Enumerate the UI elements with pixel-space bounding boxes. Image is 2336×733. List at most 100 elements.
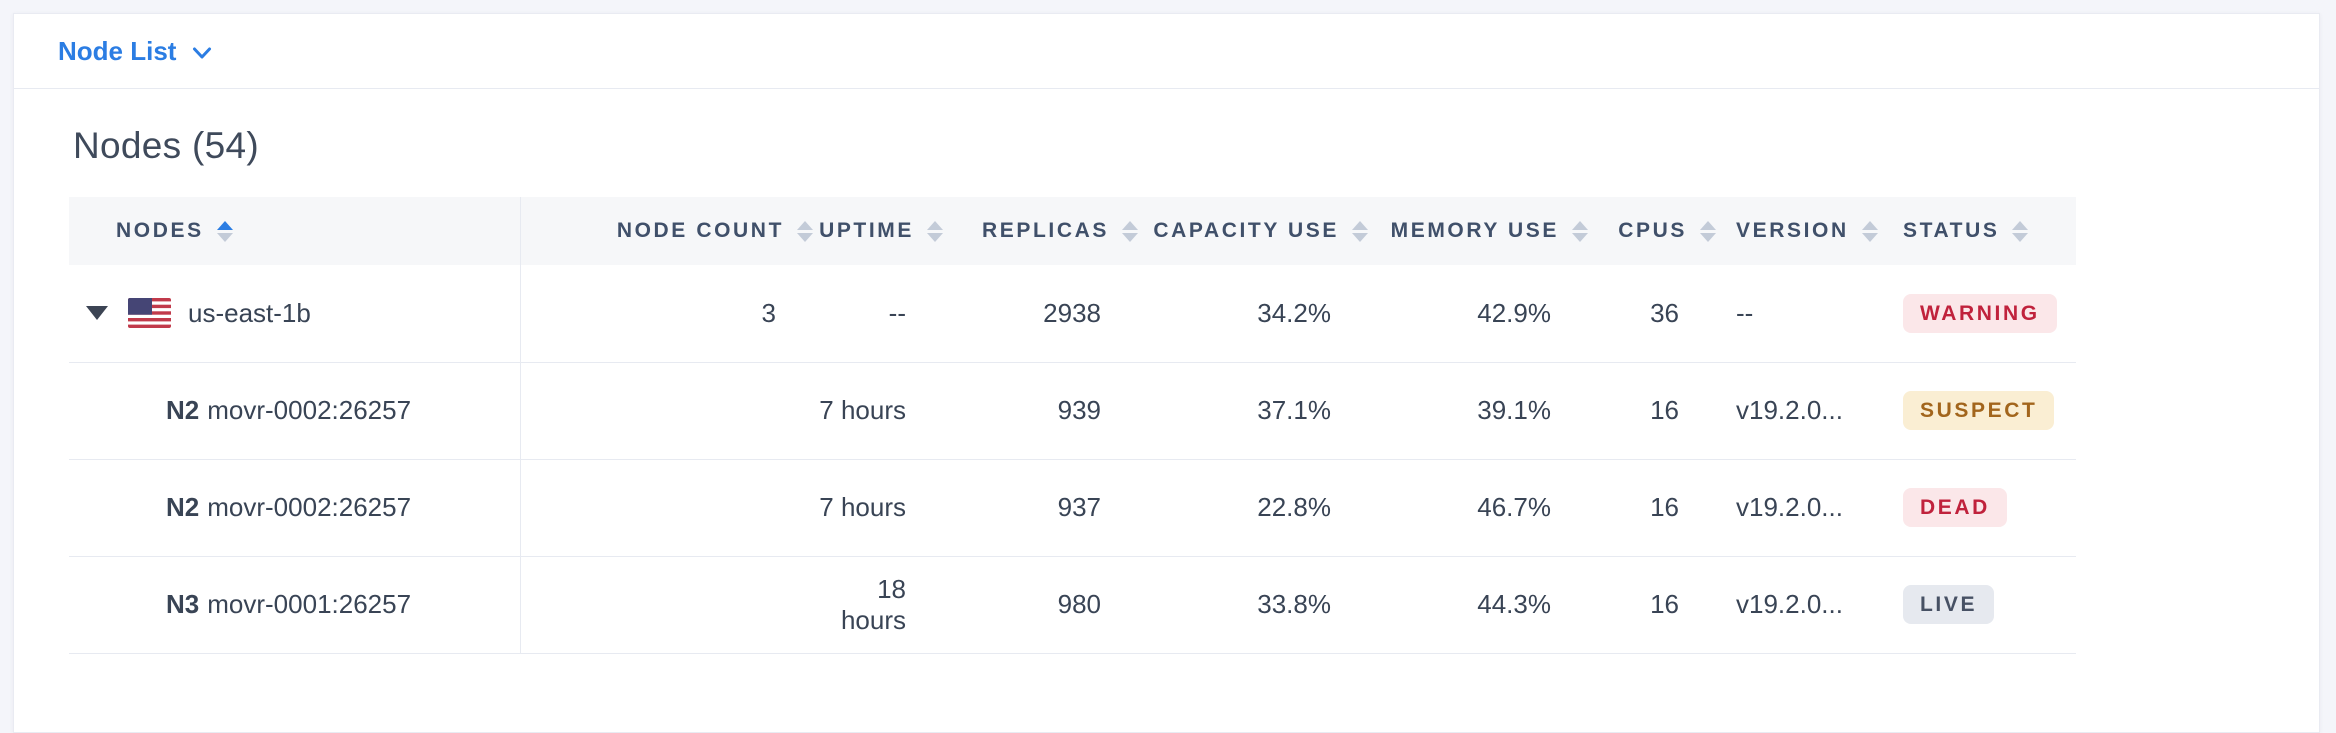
column-header-status[interactable]: STATUS xyxy=(1884,197,2076,265)
uptime-value: 7 hours xyxy=(814,459,944,557)
uptime-value: -- xyxy=(814,265,944,363)
version-value: v19.2.0... xyxy=(1717,459,1884,557)
node-id: N2 xyxy=(166,395,200,425)
node-address[interactable]: movr-0001:26257 xyxy=(207,589,412,619)
column-header-inner-nodes: NODES xyxy=(69,219,520,243)
capacity-use-value: 37.1% xyxy=(1139,362,1369,460)
uptime-value: 18 hours xyxy=(814,556,944,654)
column-header-uptime[interactable]: UPTIME xyxy=(814,197,944,265)
sort-arrows-icon xyxy=(1571,220,1589,242)
cpus-value: 16 xyxy=(1589,556,1717,654)
chevron-down-icon xyxy=(192,46,212,60)
memory-use-value: 42.9% xyxy=(1369,265,1589,363)
cpus-value: 16 xyxy=(1589,459,1717,557)
us-flag-icon xyxy=(128,298,171,329)
column-label-uptime: UPTIME xyxy=(819,219,914,242)
column-header-inner-capacity: CAPACITY USE xyxy=(1139,219,1369,243)
uptime-value: 7 hours xyxy=(814,362,944,460)
node-row[interactable]: N3 movr-0001:26257 18 hours 980 33.8% 44.3% 16… xyxy=(69,556,2076,654)
page-title: Nodes (54) xyxy=(73,125,260,166)
nodes-cell-content: N2 movr-0002:26257 xyxy=(69,395,520,426)
node-list-dropdown[interactable]: Node List xyxy=(58,36,212,67)
column-header-memory[interactable]: MEMORY USE xyxy=(1369,197,1589,265)
node-count-value xyxy=(520,362,814,460)
memory-use-value: 39.1% xyxy=(1369,362,1589,460)
column-header-inner-status: STATUS xyxy=(1884,219,2076,243)
column-header-node_count[interactable]: NODE COUNT xyxy=(520,197,814,265)
nodes-cell: N3 movr-0001:26257 xyxy=(69,556,521,654)
column-header-inner-replicas: REPLICAS xyxy=(944,219,1139,243)
capacity-use-value: 34.2% xyxy=(1139,265,1369,363)
cpus-value: 16 xyxy=(1589,362,1717,460)
column-label-replicas: REPLICAS xyxy=(982,219,1109,242)
node-count-value xyxy=(520,459,814,557)
node-address[interactable]: movr-0002:26257 xyxy=(207,395,412,425)
status-cell: SUSPECT xyxy=(1884,362,2076,460)
nodes-table: NODES NODE COUNT UPTIME REPLICAS CAPACITY US… xyxy=(69,197,2076,654)
column-label-memory: MEMORY USE xyxy=(1390,219,1559,242)
column-header-replicas[interactable]: REPLICAS xyxy=(944,197,1139,265)
sort-arrows-icon xyxy=(1699,220,1717,242)
column-header-inner-version: VERSION xyxy=(1717,219,1884,243)
nodes-cell-content: N3 movr-0001:26257 xyxy=(69,589,520,620)
nodes-cell: N2 movr-0002:26257 xyxy=(69,362,521,460)
node-id: N2 xyxy=(166,492,200,522)
version-value: -- xyxy=(1717,265,1884,363)
status-cell: DEAD xyxy=(1884,459,2076,557)
node-list-dropdown-label: Node List xyxy=(58,35,177,66)
sort-arrows-icon xyxy=(1351,220,1369,242)
column-label-capacity: CAPACITY USE xyxy=(1153,219,1339,242)
memory-use-value: 44.3% xyxy=(1369,556,1589,654)
column-label-cpus: CPUS xyxy=(1618,219,1687,242)
node-row[interactable]: N2 movr-0002:26257 7 hours 939 37.1% 39.1% 16 v… xyxy=(69,362,2076,460)
node-list-card: Node List Nodes (54) NODES NODE COUNT UPTI… xyxy=(13,13,2320,733)
node-id: N3 xyxy=(166,589,200,619)
table-header-row: NODES NODE COUNT UPTIME REPLICAS CAPACITY US… xyxy=(69,197,2076,265)
sort-arrows-icon xyxy=(926,220,944,242)
column-label-node_count: NODE COUNT xyxy=(616,219,784,242)
sort-arrows-icon xyxy=(1121,220,1139,242)
status-badge: LIVE xyxy=(1903,585,1995,624)
memory-use-value: 46.7% xyxy=(1369,459,1589,557)
version-value: v19.2.0... xyxy=(1717,556,1884,654)
status-cell: LIVE xyxy=(1884,556,2076,654)
replicas-value: 937 xyxy=(944,459,1139,557)
column-header-inner-cpus: CPUS xyxy=(1589,219,1717,243)
column-header-inner-memory: MEMORY USE xyxy=(1369,219,1589,243)
column-label-version: VERSION xyxy=(1736,219,1849,242)
triangle-down-icon[interactable] xyxy=(86,306,108,321)
column-header-inner-uptime: UPTIME xyxy=(814,219,944,243)
nodes-content: Nodes (54) NODES NODE COUNT UPTIME REPLICAS… xyxy=(14,125,2319,654)
nodes-cell: us-east-1b xyxy=(69,265,521,363)
node-count-value: 3 xyxy=(520,265,814,363)
node-row[interactable]: N2 movr-0002:26257 7 hours 937 22.8% 46.7% 16 v… xyxy=(69,459,2076,557)
replicas-value: 980 xyxy=(944,556,1139,654)
capacity-use-value: 22.8% xyxy=(1139,459,1369,557)
sort-arrows-icon xyxy=(2011,220,2029,242)
version-value: v19.2.0... xyxy=(1717,362,1884,460)
column-label-status: STATUS xyxy=(1903,219,2000,242)
cpus-value: 36 xyxy=(1589,265,1717,363)
capacity-use-value: 33.8% xyxy=(1139,556,1369,654)
sort-arrows-icon xyxy=(216,220,234,242)
nodes-cell-content: us-east-1b xyxy=(69,298,520,329)
status-badge: DEAD xyxy=(1903,488,2007,527)
replicas-value: 2938 xyxy=(944,265,1139,363)
column-header-cpus[interactable]: CPUS xyxy=(1589,197,1717,265)
status-cell: WARNING xyxy=(1884,265,2076,363)
column-header-inner-node_count: NODE COUNT xyxy=(521,219,815,243)
column-header-nodes[interactable]: NODES xyxy=(69,197,521,265)
node-count-value xyxy=(520,556,814,654)
view-selector-bar: Node List xyxy=(14,14,2319,89)
nodes-cell-content: N2 movr-0002:26257 xyxy=(69,492,520,523)
column-header-capacity[interactable]: CAPACITY USE xyxy=(1139,197,1369,265)
nodes-cell: N2 movr-0002:26257 xyxy=(69,459,521,557)
region-row[interactable]: us-east-1b 3 -- 2938 34.2% 42.9% 36 -- WARNING xyxy=(69,265,2076,363)
sort-arrows-icon xyxy=(1861,220,1879,242)
status-badge: SUSPECT xyxy=(1903,391,2055,430)
region-name: us-east-1b xyxy=(188,297,311,328)
replicas-value: 939 xyxy=(944,362,1139,460)
sort-arrows-icon xyxy=(796,220,814,242)
node-address[interactable]: movr-0002:26257 xyxy=(207,492,412,522)
column-header-version[interactable]: VERSION xyxy=(1717,197,1884,265)
